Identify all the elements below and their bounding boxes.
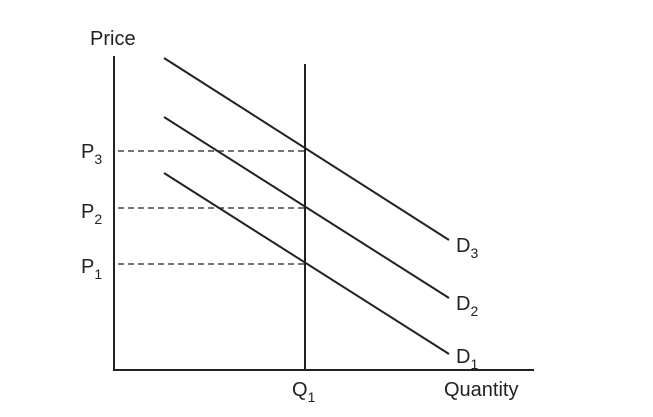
demand-label-d3: D3 [456,235,478,261]
price-label-p3: P3 [81,141,102,167]
x-axis-title: Quantity [444,379,518,401]
demand-label-d2: D2 [456,293,478,319]
y-axis-title: Price [90,28,136,50]
price-label-p1: P1 [81,256,102,282]
demand-curve-d3 [163,57,450,241]
price-label-p2: P2 [81,201,102,227]
quantity-label-q1: Q1 [292,379,316,405]
demand-curve-d1 [163,172,450,355]
demand-curve-d2 [163,116,450,299]
demand-label-d1: D1 [456,346,478,372]
